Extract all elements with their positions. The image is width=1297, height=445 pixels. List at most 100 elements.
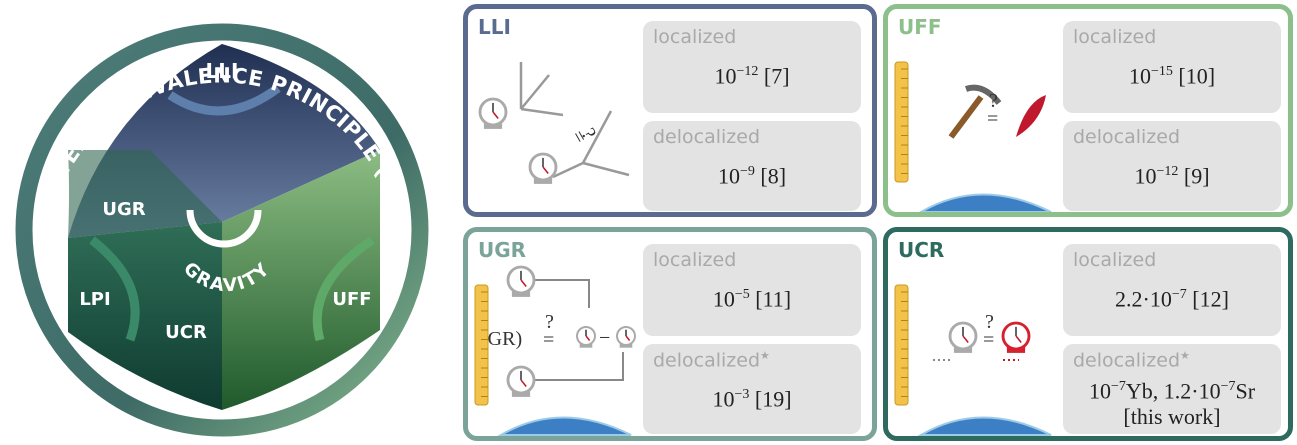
- lli-arrow: [167, 84, 281, 116]
- panel-title: LLI: [478, 15, 511, 39]
- value-text: 10: [1128, 63, 1151, 89]
- value-line: 10−12 [7]: [643, 59, 861, 89]
- ugr-icons: (GR) = ? −: [474, 265, 636, 436]
- earth: [917, 416, 1052, 436]
- box: delocalized★ 10−7Yb, 1.2·10−7Sr [this work…: [1063, 344, 1281, 434]
- lli-label: LLI: [206, 59, 239, 83]
- exponent: −5: [734, 287, 750, 302]
- value-text: 2.2·10: [1115, 286, 1172, 312]
- box-label-text: delocalized: [1073, 349, 1181, 372]
- value-line: 10−7Yb, 1.2·10−7Sr: [1063, 374, 1281, 404]
- ucr-panel: UCR = ? localized 2.2·10−7 [12] delocaliz…: [883, 227, 1293, 441]
- clock-hand: [962, 335, 969, 343]
- value-text: [11]: [749, 286, 792, 312]
- exponent: −7: [1110, 379, 1126, 394]
- gravity-arrow: [186, 209, 262, 248]
- value-line: [this work]: [1063, 404, 1281, 430]
- clock-hand: [542, 166, 549, 174]
- uff-icons: = ?: [894, 61, 1052, 212]
- relation-q: ?: [989, 90, 998, 112]
- value-text: 10: [712, 286, 735, 312]
- value-text: 10: [717, 163, 740, 189]
- ucr-icons: = ?: [894, 284, 1052, 436]
- ucr-label: UCR: [165, 322, 207, 343]
- earth: [497, 416, 632, 436]
- value-text: [9]: [1178, 163, 1210, 189]
- relation-eq: =: [987, 108, 998, 130]
- box-label: localized: [1073, 26, 1157, 48]
- gr-label: (GR): [481, 328, 522, 350]
- box-label: delocalized: [653, 126, 761, 148]
- box-value: 10−9 [8]: [643, 159, 861, 189]
- box-label: localized: [1073, 249, 1157, 271]
- value-text: 10: [1088, 378, 1111, 404]
- star: ★: [1180, 349, 1190, 362]
- minus: −: [599, 327, 610, 349]
- value-text: [8]: [754, 163, 787, 189]
- value-line: 10−5 [11]: [643, 282, 861, 312]
- value-line: 10−15 [10]: [1063, 59, 1281, 89]
- ring: [15, 23, 429, 437]
- box: delocalized★ 10−3 [19]: [643, 344, 861, 434]
- uff-region: [222, 150, 380, 410]
- value-line: 10−3 [19]: [643, 382, 861, 412]
- box-value: 2.2·10−7 [12]: [1063, 282, 1281, 312]
- box-value: 10−5 [11]: [643, 282, 861, 312]
- star: ★: [760, 349, 770, 362]
- lli-icons: = ?: [478, 62, 630, 184]
- box-label: localized: [653, 249, 737, 271]
- value-line: 2.2·10−7 [12]: [1063, 282, 1281, 312]
- clock-hand: [585, 335, 591, 341]
- value-text: [10]: [1172, 63, 1216, 89]
- eep-graphic: EINSTEIN EQUIVALENCE PRINCIPLE (EEP) LLI…: [15, 23, 429, 437]
- exponent: −15: [1150, 64, 1173, 79]
- exponent: −12: [1156, 164, 1179, 179]
- lli-panel: LLI = ? localized 10−12 [7] delocalized 10…: [463, 4, 877, 217]
- exponent: −12: [736, 64, 759, 79]
- uff-label: UFF: [332, 289, 371, 310]
- ugr-label: UGR: [102, 199, 145, 220]
- value-text: [12]: [1186, 286, 1229, 312]
- clock-hand: [520, 279, 527, 287]
- ruler: [894, 61, 909, 183]
- uff-panel: UFF = ? localized 10−15 [10] delocalized 1…: [883, 4, 1293, 217]
- ruler: [894, 284, 909, 406]
- relation-q: ?: [545, 311, 554, 333]
- exponent: −3: [734, 387, 750, 402]
- lpi-label: LPI: [79, 289, 110, 310]
- earth: [919, 193, 1052, 212]
- box-label: delocalized: [1073, 126, 1181, 148]
- box-label: delocalized★: [1073, 349, 1190, 371]
- box-label: localized: [653, 26, 737, 48]
- clock-hand: [520, 379, 527, 387]
- relation-eq: =: [543, 329, 554, 351]
- exponent: −7: [1220, 379, 1236, 394]
- value-text: [this work]: [1123, 404, 1221, 430]
- box: delocalized 10−9 [8]: [643, 121, 861, 211]
- box-value: 10−7Yb, 1.2·10−7Sr [this work]: [1063, 374, 1281, 430]
- box: delocalized 10−12 [9]: [1063, 121, 1281, 211]
- clock-hand: [1015, 335, 1022, 343]
- exponent: −9: [739, 164, 755, 179]
- value-text: [19]: [749, 386, 792, 412]
- box: localized 2.2·10−7 [12]: [1063, 244, 1281, 336]
- box-value: 10−3 [19]: [643, 382, 861, 412]
- ugr-panel: UGR (GR) = ? − localized 10−5 [11] deloca…: [463, 227, 877, 441]
- box: localized 10−15 [10]: [1063, 21, 1281, 113]
- ugr-region: [68, 150, 222, 238]
- value-text: Yb, 1.2·10: [1125, 378, 1221, 404]
- box: localized 10−12 [7]: [643, 21, 861, 113]
- box-value: 10−12 [7]: [643, 59, 861, 89]
- value-text: 10: [1134, 163, 1157, 189]
- ruler: [474, 284, 489, 406]
- panel-title: UGR: [478, 238, 527, 262]
- uff-arrow: [312, 236, 375, 342]
- value-text: 10: [714, 63, 737, 89]
- box-label: delocalized★: [653, 349, 770, 371]
- panel-title: UFF: [898, 15, 942, 39]
- lpi-arrow: [89, 236, 140, 342]
- clock-hand: [625, 335, 631, 341]
- panel-title: UCR: [898, 238, 945, 262]
- value-line: 10−9 [8]: [643, 159, 861, 189]
